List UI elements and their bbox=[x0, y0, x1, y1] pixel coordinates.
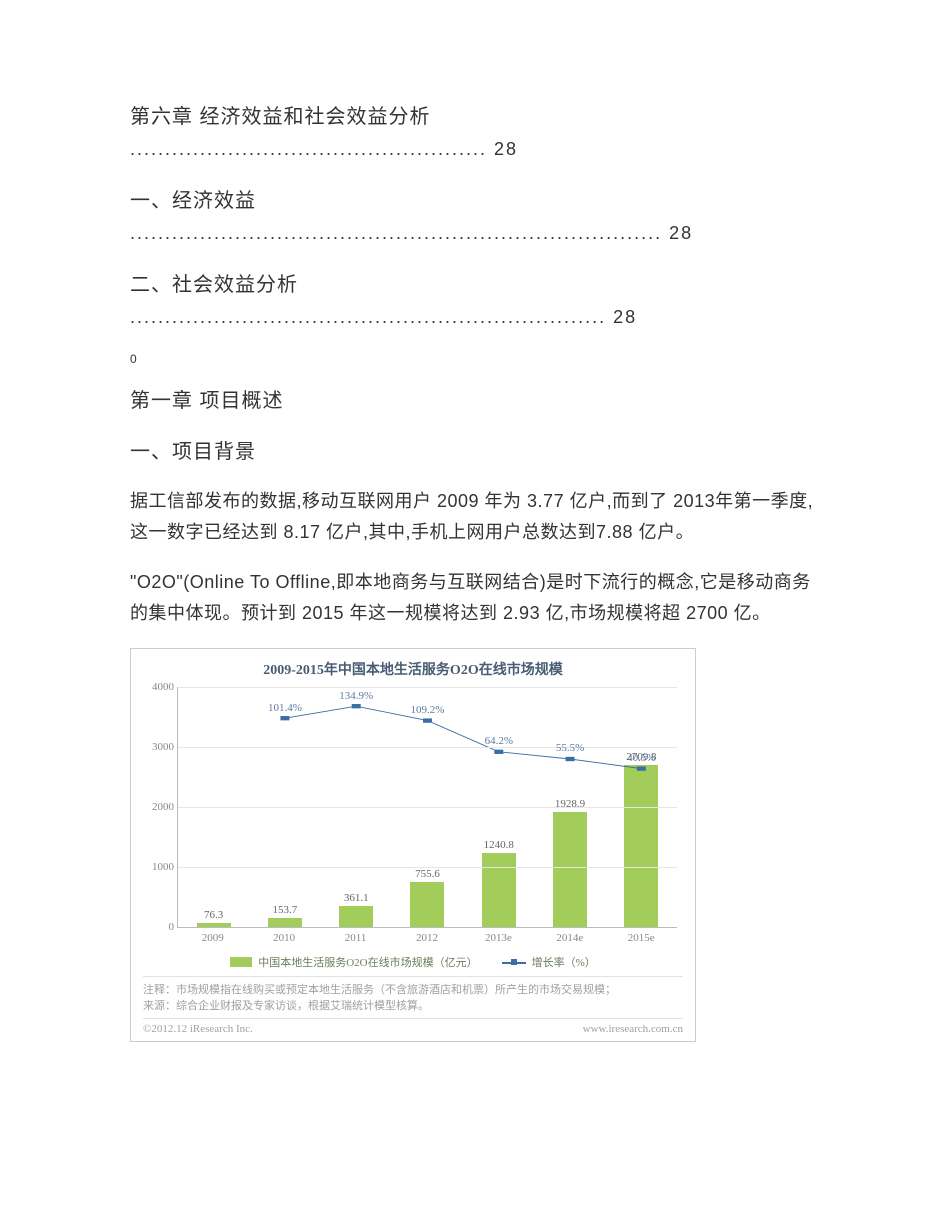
chart-x-tick: 2013e bbox=[463, 928, 534, 944]
toc-title: 第六章 经济效益和社会效益分析 bbox=[130, 100, 820, 129]
chart-x-tick: 2012 bbox=[391, 928, 462, 944]
chart-line-value-label: 101.4% bbox=[268, 702, 302, 714]
chart-x-tick: 2014e bbox=[534, 928, 605, 944]
toc-dots: ........................................… bbox=[130, 307, 820, 328]
chapter-heading: 第一章 项目概述 bbox=[130, 384, 820, 413]
chart-bar-value-label: 1240.8 bbox=[484, 839, 514, 851]
toc-dots: ........................................… bbox=[130, 223, 820, 244]
chart-bar-value-label: 755.6 bbox=[415, 868, 440, 880]
chart-note-line: 来源：综合企业财报及专家访谈，根据艾瑞统计模型核算。 bbox=[143, 999, 683, 1014]
toc-entry: 第六章 经济效益和社会效益分析 ........................… bbox=[130, 100, 820, 160]
chart-copyright: ©2012.12 iResearch Inc. bbox=[143, 1023, 253, 1035]
chart-bar bbox=[624, 765, 658, 928]
chart-line-value-label: 134.9% bbox=[339, 690, 373, 702]
legend-label: 增长率（%） bbox=[532, 954, 596, 970]
chart-gridline bbox=[178, 747, 677, 748]
chart-bar-value-label: 361.1 bbox=[344, 892, 369, 904]
chart-footer: ©2012.12 iResearch Inc. www.iresearch.co… bbox=[143, 1018, 683, 1035]
chart-y-tick: 1000 bbox=[144, 861, 174, 873]
chart-bar-value-label: 153.7 bbox=[273, 904, 298, 916]
chart-y-tick: 2000 bbox=[144, 801, 174, 813]
toc-entry: 二、社会效益分析 ...............................… bbox=[130, 268, 820, 328]
chart-line-value-label: 40.5% bbox=[627, 752, 655, 764]
chart-x-tick: 2015e bbox=[606, 928, 677, 944]
toc-title: 一、经济效益 bbox=[130, 184, 820, 213]
chart-notes: 注释：市场规模指在线购买或预定本地生活服务（不含旅游酒店和机票）所产生的市场交易… bbox=[143, 976, 683, 1014]
toc-entry: 一、经济效益 .................................… bbox=[130, 184, 820, 244]
chart-line-value-label: 55.5% bbox=[556, 743, 584, 755]
chart-gridline bbox=[178, 687, 677, 688]
chart-x-axis: 20092010201120122013e2014e2015e bbox=[177, 928, 677, 944]
chart-bar bbox=[339, 906, 373, 928]
legend-swatch-icon bbox=[230, 957, 252, 967]
chart-y-tick: 0 bbox=[144, 921, 174, 933]
chart-x-tick: 2011 bbox=[320, 928, 391, 944]
page-marker: 0 bbox=[130, 352, 820, 366]
toc-title: 二、社会效益分析 bbox=[130, 268, 820, 297]
chart-source-url: www.iresearch.com.cn bbox=[583, 1023, 683, 1035]
legend-item-bar: 中国本地生活服务O2O在线市场规模（亿元） bbox=[230, 954, 477, 970]
chart-x-tick: 2009 bbox=[177, 928, 248, 944]
o2o-market-chart: 2009-2015年中国本地生活服务O2O在线市场规模 76.3 153.7 361… bbox=[130, 648, 696, 1042]
chart-bar-value-label: 76.3 bbox=[204, 909, 223, 921]
chart-bar bbox=[197, 923, 231, 928]
chart-legend: 中国本地生活服务O2O在线市场规模（亿元） 增长率（%） bbox=[143, 954, 683, 970]
legend-item-line: 增长率（%） bbox=[502, 954, 596, 970]
chart-gridline bbox=[178, 807, 677, 808]
chart-x-tick: 2010 bbox=[248, 928, 319, 944]
chart-note-line: 注释：市场规模指在线购买或预定本地生活服务（不含旅游酒店和机票）所产生的市场交易… bbox=[143, 983, 683, 998]
paragraph: 据工信部发布的数据,移动互联网用户 2009 年为 3.77 亿户,而到了 20… bbox=[130, 486, 820, 547]
document-page: 第六章 经济效益和社会效益分析 ........................… bbox=[0, 0, 950, 1102]
section-heading: 一、项目背景 bbox=[130, 435, 820, 464]
chart-y-tick: 4000 bbox=[144, 681, 174, 693]
chart-line-value-label: 109.2% bbox=[411, 704, 445, 716]
legend-label: 中国本地生活服务O2O在线市场规模（亿元） bbox=[258, 954, 477, 970]
chart-y-tick: 3000 bbox=[144, 741, 174, 753]
paragraph: "O2O"(Online To Offline,即本地商务与互联网结合)是时下流… bbox=[130, 567, 820, 628]
chart-bar bbox=[553, 812, 587, 928]
toc-dots: ........................................… bbox=[130, 139, 820, 160]
chart-line-value-label: 64.2% bbox=[485, 735, 513, 747]
chart-title: 2009-2015年中国本地生活服务O2O在线市场规模 bbox=[143, 659, 683, 679]
chart-plot-area: 76.3153.7361.1755.61240.81928.92709.8 01… bbox=[177, 687, 677, 928]
chart-bar bbox=[482, 853, 516, 927]
chart-gridline bbox=[178, 867, 677, 868]
legend-swatch-icon bbox=[502, 957, 526, 967]
chart-bar bbox=[268, 918, 302, 927]
chart-bar bbox=[410, 882, 444, 927]
